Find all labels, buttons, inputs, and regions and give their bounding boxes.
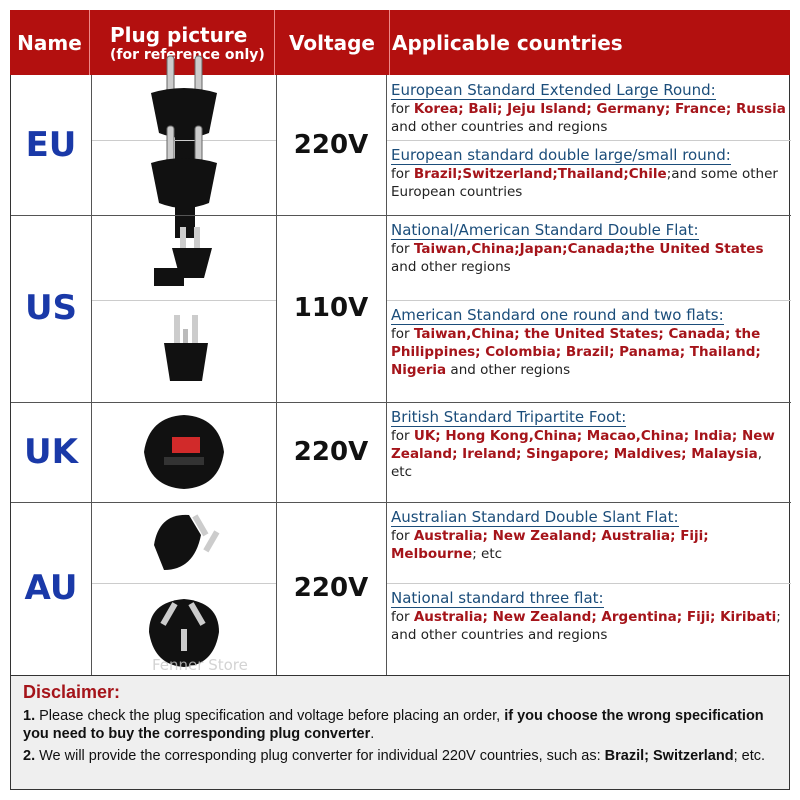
- country-text: , etc: [391, 446, 762, 480]
- voltage: 110V: [293, 293, 369, 323]
- disclaimer-item-2: 2. We will provide the corresponding plu…: [23, 747, 777, 765]
- voltage: 220V: [293, 573, 369, 603]
- country-text: for: [391, 528, 414, 544]
- country-text: for: [391, 166, 414, 182]
- standard-title: National standard three flat:: [391, 589, 604, 608]
- country-list: Korea; Bali; Jeju Island; Germany; Franc…: [413, 101, 786, 117]
- plug-image: [91, 300, 276, 402]
- disclaimer-text: ; etc.: [733, 748, 766, 764]
- disclaimer-text: 1.: [23, 708, 36, 724]
- country-text: and other regions: [391, 259, 511, 275]
- country-text: for: [391, 241, 414, 257]
- country-list: Australia; New Zealand; Argentina; Fiji;…: [413, 609, 777, 625]
- header-countries: Applicable countries: [392, 30, 623, 55]
- country-text: ; and other countries and regions: [391, 609, 781, 643]
- country-block: European standard double large/small rou…: [391, 146, 786, 201]
- header-plug: Plug picture (for reference only): [90, 10, 275, 75]
- header-voltage: Voltage: [275, 10, 390, 75]
- country-list: Taiwan,China; the United States; Canada;…: [391, 326, 761, 378]
- plug-image: [91, 125, 276, 238]
- voltage: 220V: [293, 130, 369, 160]
- watermark: Fenner Store: [152, 656, 248, 674]
- disclaimer: Disclaimer: 1. Please check the plug spe…: [10, 675, 790, 790]
- country-text: ;and some other European countries: [391, 166, 778, 200]
- plug-image: [91, 215, 276, 300]
- disclaimer-text: Brazil; Switzerland: [604, 748, 734, 764]
- country-block: American Standard one round and two flat…: [391, 306, 786, 379]
- disclaimer-text: We will provide the corresponding plug c…: [35, 748, 605, 764]
- header-plug-sub: (for reference only): [110, 46, 265, 63]
- country-block: National/American Standard Double Flat: f…: [391, 221, 786, 276]
- plug-image: [91, 583, 276, 675]
- country-text: for: [391, 428, 414, 444]
- disclaimer-item-1: 1. Please check the plug specification a…: [23, 707, 777, 743]
- header-name: Name: [10, 10, 90, 75]
- disclaimer-text: if you choose the wrong specification yo…: [23, 708, 764, 742]
- standard-title: European standard double large/small rou…: [391, 146, 731, 165]
- standard-title: American Standard one round and two flat…: [391, 306, 724, 325]
- disclaimer-text: Please check the plug specification and …: [35, 708, 505, 724]
- plug-type-uk: UK: [24, 432, 78, 472]
- country-list: Australia; New Zealand; Australia; Fiji;…: [391, 528, 709, 562]
- country-list: UK; Hong Kong,China; Macao,China; India;…: [391, 428, 775, 462]
- country-text: for: [391, 326, 414, 342]
- plug-type-au: AU: [24, 568, 78, 608]
- header-plug-label: Plug picture: [110, 22, 248, 47]
- plug-image: [91, 502, 276, 583]
- plug-table: EU 220V European Standard Extended Large R…: [10, 55, 791, 675]
- standard-title: European Standard Extended Large Round:: [391, 81, 716, 100]
- country-text: ; etc: [472, 546, 503, 562]
- table-header: Name Plug picture (for reference only) V…: [10, 10, 790, 75]
- voltage: 220V: [293, 437, 369, 467]
- disclaimer-title: Disclaimer:: [23, 682, 121, 702]
- plug-image: [91, 402, 276, 502]
- disclaimer-text: 2.: [23, 748, 36, 764]
- plug-type-eu: EU: [25, 125, 77, 165]
- standard-title: Australian Standard Double Slant Flat:: [391, 508, 679, 527]
- country-text: for: [391, 609, 414, 625]
- country-text: and other regions: [446, 362, 571, 378]
- disclaimer-text: .: [370, 726, 375, 742]
- country-block: Australian Standard Double Slant Flat: fo…: [391, 508, 786, 563]
- standard-title: National/American Standard Double Flat:: [391, 221, 699, 240]
- country-text: and other countries and regions: [391, 119, 608, 135]
- country-list: Brazil;Switzerland;Thailand;Chile: [413, 166, 667, 182]
- country-list: Taiwan,China;Japan;Canada;the United Sta…: [413, 241, 764, 257]
- country-text: for: [391, 101, 414, 117]
- country-block: National standard three flat: for Austral…: [391, 589, 786, 644]
- country-block: British Standard Tripartite Foot: for UK;…: [391, 408, 786, 481]
- country-block: European Standard Extended Large Round: f…: [391, 81, 786, 136]
- standard-title: British Standard Tripartite Foot:: [391, 408, 627, 427]
- plug-type-us: US: [24, 288, 78, 328]
